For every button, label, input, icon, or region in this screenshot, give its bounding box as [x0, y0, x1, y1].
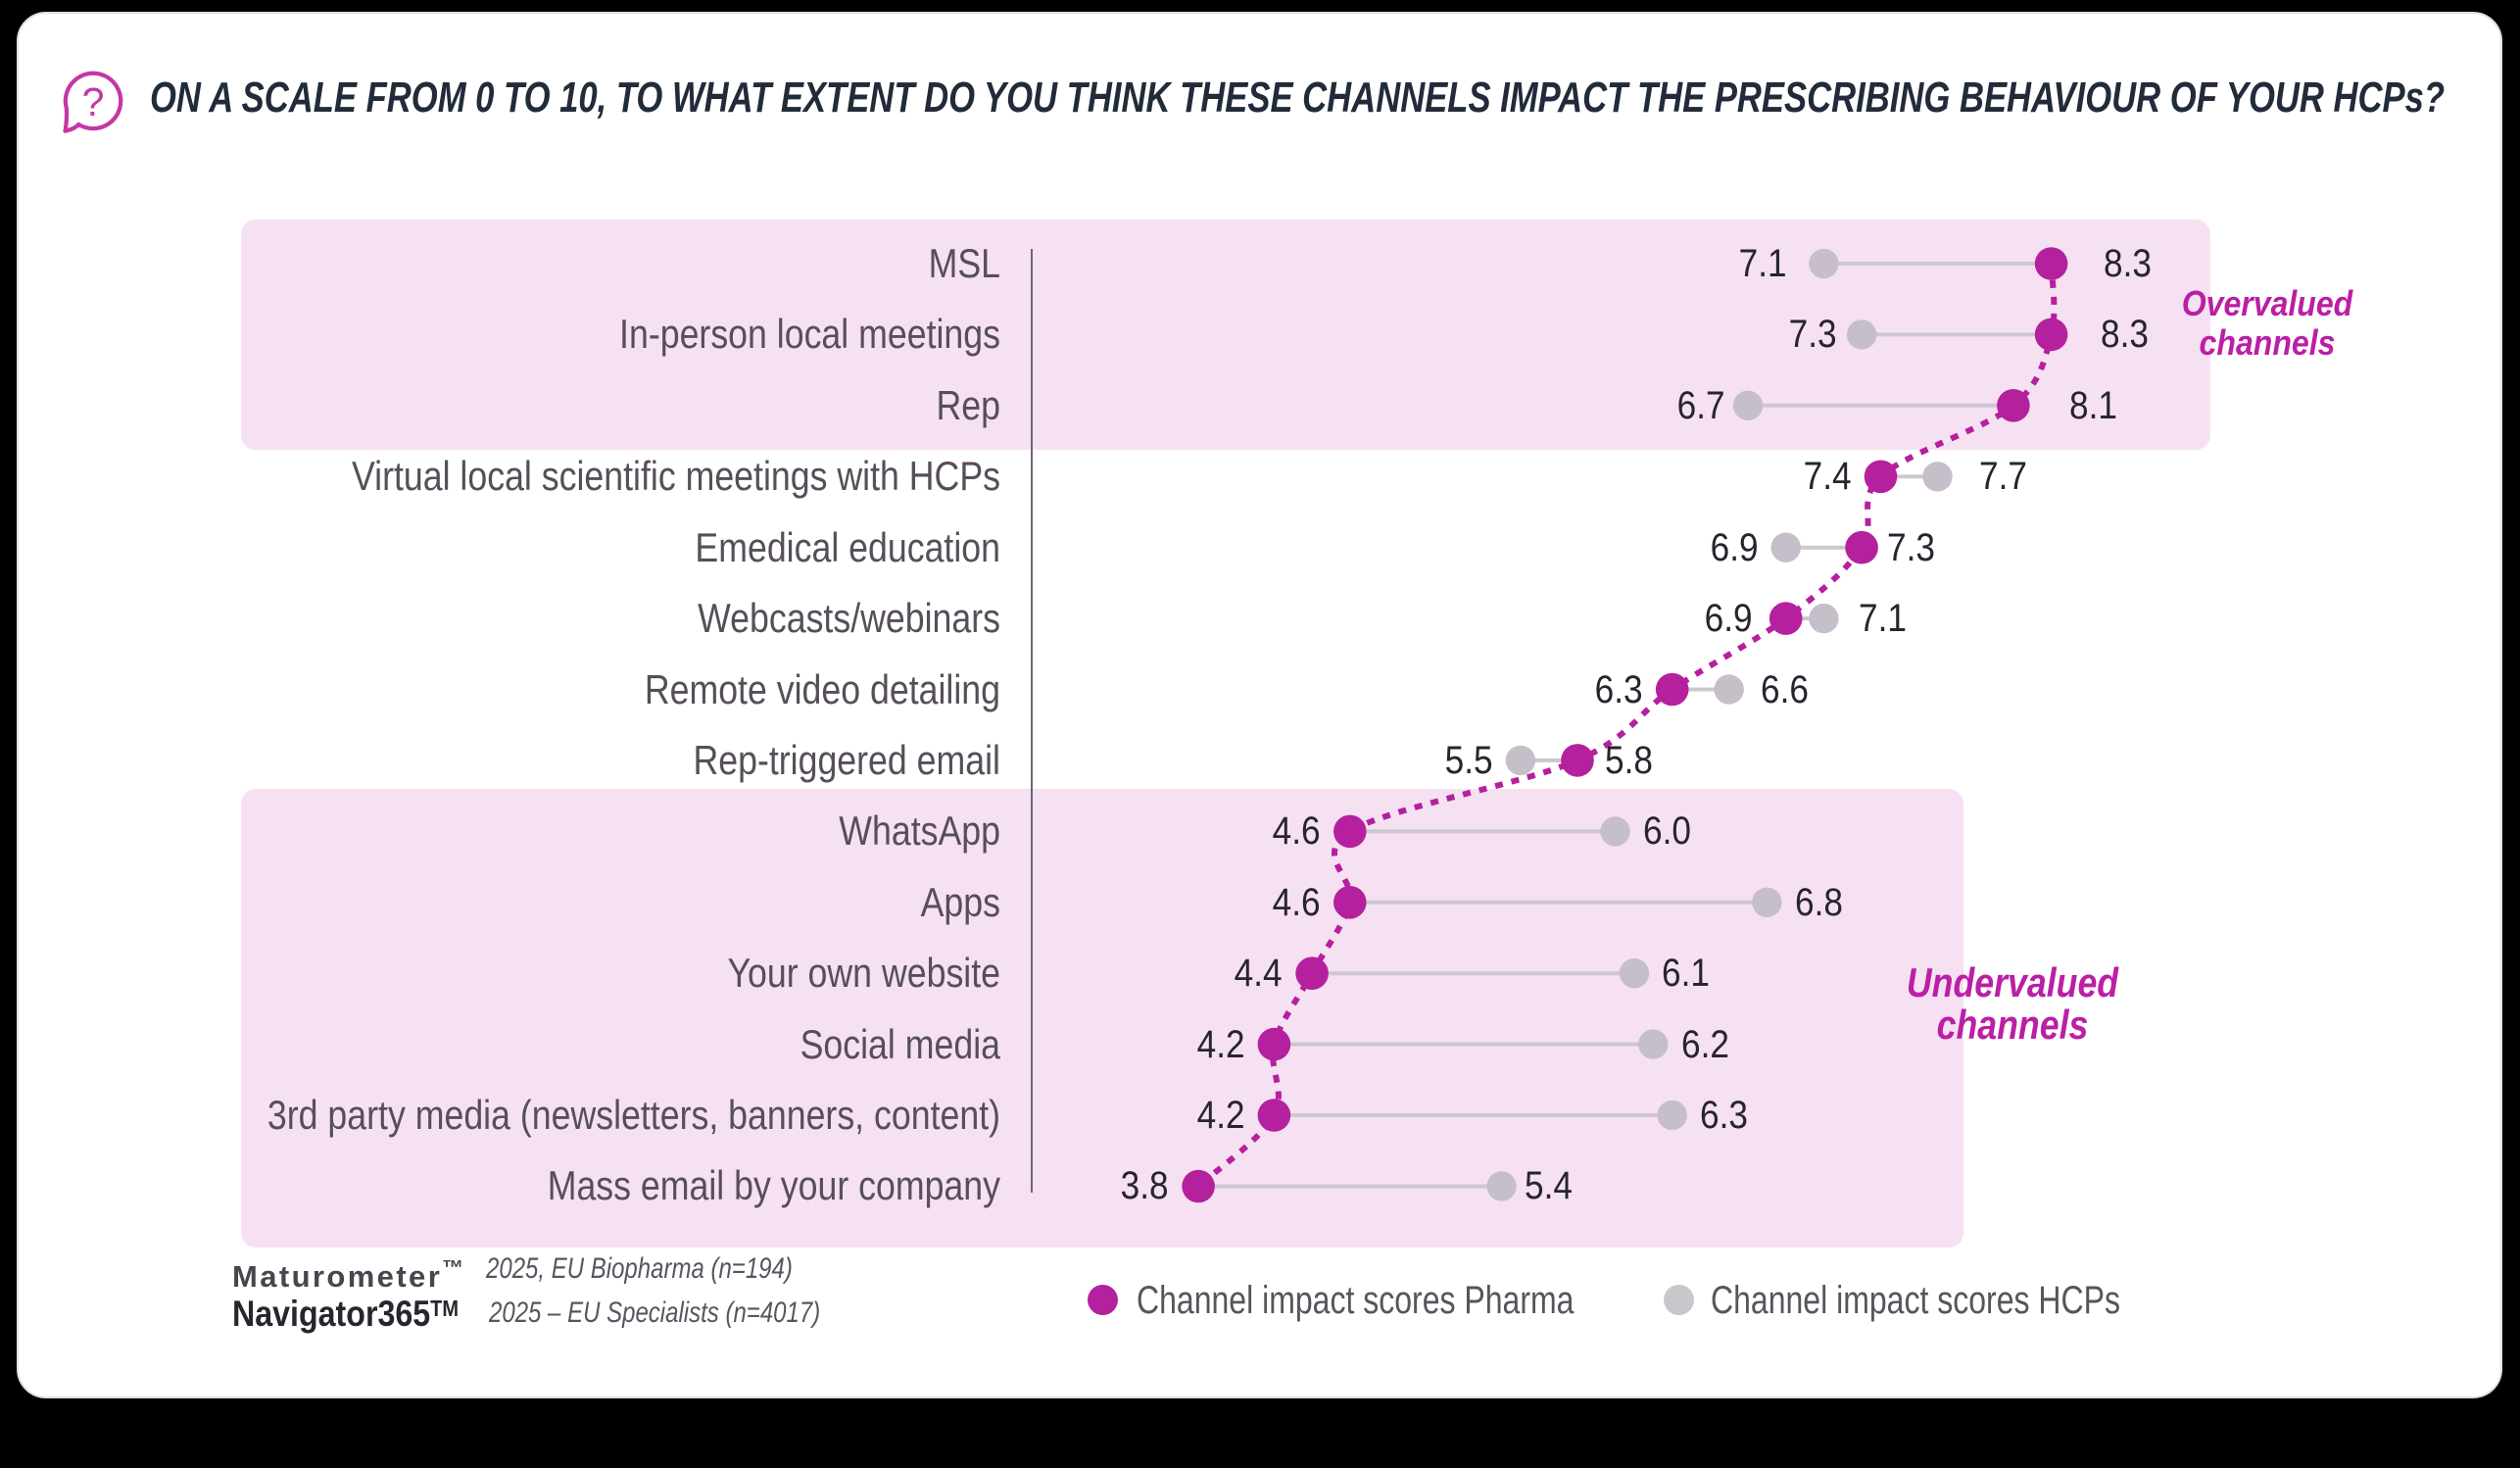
svg-text:?: ? [82, 79, 105, 124]
